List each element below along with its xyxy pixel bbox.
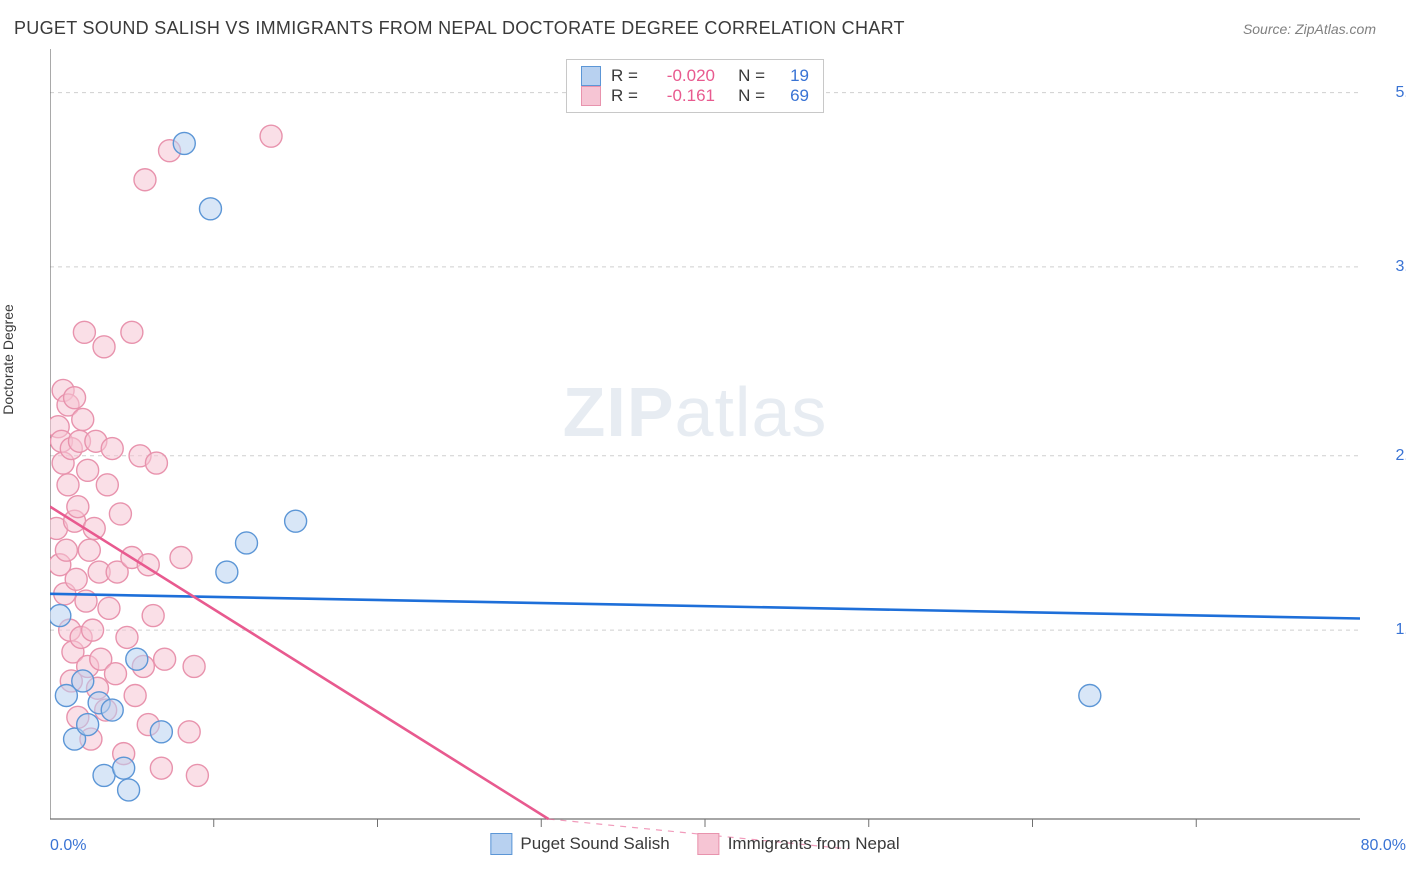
data-point — [178, 721, 200, 743]
data-point — [105, 663, 127, 685]
data-point — [199, 198, 221, 220]
chart-header: PUGET SOUND SALISH VS IMMIGRANTS FROM NE… — [0, 0, 1406, 49]
data-point — [170, 546, 192, 568]
data-point — [82, 619, 104, 641]
data-point — [1079, 685, 1101, 707]
data-point — [98, 597, 120, 619]
chart-area: Doctorate Degree ZIPatlas R =-0.020N =19… — [14, 49, 1376, 874]
trend-line — [50, 594, 1360, 619]
y-tick-label: 3.8% — [1396, 258, 1406, 276]
data-point — [154, 648, 176, 670]
data-point — [77, 459, 99, 481]
legend-label: Puget Sound Salish — [520, 834, 669, 854]
series-legend: Puget Sound Salish Immigrants from Nepal — [490, 833, 899, 855]
data-point — [72, 408, 94, 430]
y-tick-label: 2.5% — [1396, 447, 1406, 465]
data-point — [183, 655, 205, 677]
data-point — [124, 685, 146, 707]
data-point — [216, 561, 238, 583]
y-tick-label: 1.3% — [1396, 621, 1406, 639]
data-point — [145, 452, 167, 474]
data-point — [118, 779, 140, 801]
data-point — [67, 496, 89, 518]
data-point — [55, 539, 77, 561]
data-point — [142, 605, 164, 627]
data-point — [65, 568, 87, 590]
y-axis-label: Doctorate Degree — [0, 304, 16, 415]
data-point — [116, 626, 138, 648]
data-point — [150, 721, 172, 743]
legend-swatch — [490, 833, 512, 855]
data-point — [93, 336, 115, 358]
y-tick-label: 5.0% — [1396, 84, 1406, 102]
data-point — [57, 474, 79, 496]
x-max-label: 80.0% — [1361, 837, 1406, 855]
data-point — [78, 539, 100, 561]
data-point — [150, 757, 172, 779]
data-point — [285, 510, 307, 532]
data-point — [77, 714, 99, 736]
data-point — [134, 169, 156, 191]
data-point — [101, 438, 123, 460]
data-point — [173, 132, 195, 154]
data-point — [113, 757, 135, 779]
data-point — [73, 321, 95, 343]
legend-label: Immigrants from Nepal — [728, 834, 900, 854]
data-point — [96, 474, 118, 496]
stats-row: R =-0.161N =69 — [581, 86, 809, 106]
data-point — [109, 503, 131, 525]
legend-swatch — [581, 66, 601, 86]
data-point — [260, 125, 282, 147]
stats-legend: R =-0.020N =19R =-0.161N =69 — [566, 59, 824, 113]
scatter-plot — [50, 49, 1360, 859]
x-min-label: 0.0% — [50, 837, 86, 855]
data-point — [64, 387, 86, 409]
stats-row: R =-0.020N =19 — [581, 66, 809, 86]
data-point — [93, 764, 115, 786]
legend-item: Puget Sound Salish — [490, 833, 669, 855]
legend-item: Immigrants from Nepal — [698, 833, 900, 855]
chart-title: PUGET SOUND SALISH VS IMMIGRANTS FROM NE… — [14, 18, 905, 39]
data-point — [50, 605, 71, 627]
data-point — [126, 648, 148, 670]
chart-source: Source: ZipAtlas.com — [1243, 21, 1376, 37]
legend-swatch — [698, 833, 720, 855]
data-point — [101, 699, 123, 721]
legend-swatch — [581, 86, 601, 106]
data-point — [186, 764, 208, 786]
data-point — [72, 670, 94, 692]
data-point — [121, 321, 143, 343]
data-point — [236, 532, 258, 554]
